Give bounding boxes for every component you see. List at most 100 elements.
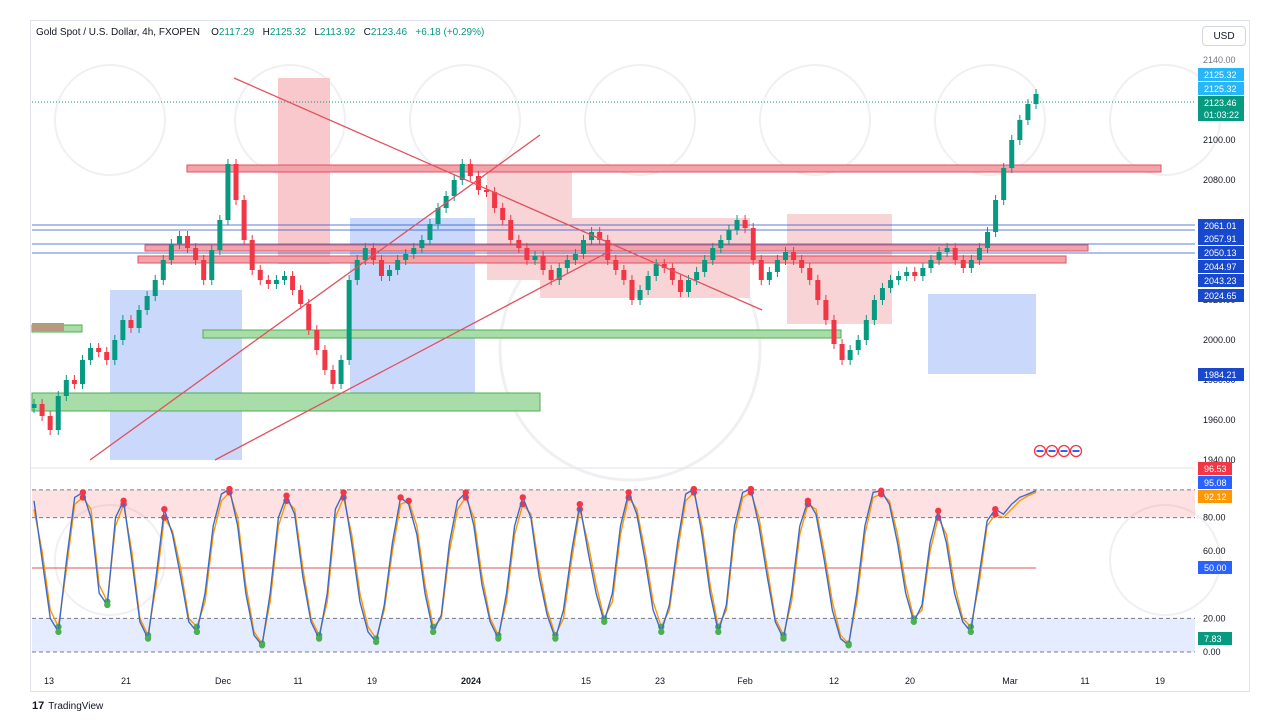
candle-body xyxy=(144,296,150,310)
watermark-ring xyxy=(409,64,521,176)
osc-peak-marker xyxy=(519,494,526,501)
time-tick-label: Feb xyxy=(737,676,753,686)
candle-body xyxy=(330,370,336,384)
candle-body xyxy=(661,264,667,268)
price-tag xyxy=(1198,219,1244,232)
osc-tick-label: 20.00 xyxy=(1203,613,1226,623)
footer: 17 TradingView xyxy=(32,700,103,712)
candle-body xyxy=(71,380,77,384)
candle-body xyxy=(112,340,118,360)
candle-body xyxy=(944,248,950,252)
time-tick-label: 19 xyxy=(1155,676,1165,686)
candle-body xyxy=(314,330,320,350)
osc-trough-marker xyxy=(315,635,323,642)
candle-body xyxy=(185,236,191,248)
candle-body xyxy=(879,288,885,300)
price-tag-label: 2050.13 xyxy=(1204,248,1237,258)
overbought-zone xyxy=(32,489,1195,518)
osc-trough-marker xyxy=(372,638,380,646)
price-tick-label: 1960.00 xyxy=(1203,415,1236,425)
osc-peak-marker xyxy=(120,497,127,504)
osc-peak-marker xyxy=(747,485,755,493)
candle-body xyxy=(702,260,708,272)
osc-value-tag-label: 95.08 xyxy=(1204,478,1227,488)
trend-line xyxy=(214,249,613,461)
candle-body xyxy=(209,250,215,280)
osc-trough-marker xyxy=(967,628,975,636)
price-tag xyxy=(1198,289,1244,302)
watermark-ring xyxy=(934,64,1046,176)
currency-button[interactable]: USD xyxy=(1202,26,1246,46)
watermark-ring xyxy=(54,504,166,616)
candle-body xyxy=(516,240,522,248)
candle-body xyxy=(750,228,756,260)
resistance-band xyxy=(137,255,1067,264)
watermark-ring xyxy=(759,64,871,176)
candle-body xyxy=(225,164,231,220)
candle-body xyxy=(556,268,562,280)
candle-body xyxy=(960,260,966,268)
candle-body xyxy=(500,208,506,220)
high-label: H xyxy=(262,27,270,38)
osc-trough-marker xyxy=(193,628,201,636)
chart-header: Gold Spot / U.S. Dollar, 4h, FXOPEN O211… xyxy=(36,27,484,38)
candle-body xyxy=(855,340,861,350)
candle-body xyxy=(758,260,764,280)
osc-value-tag xyxy=(1198,462,1232,475)
price-tag-label: 2044.97 xyxy=(1204,262,1237,272)
time-tick-label: 12 xyxy=(829,676,839,686)
watermark-ring xyxy=(1109,504,1221,616)
price-tick-label: 2000.00 xyxy=(1203,335,1236,345)
candle-body xyxy=(694,272,700,280)
candle-body xyxy=(540,256,546,270)
candle-body xyxy=(362,248,368,260)
osc-trough-marker xyxy=(910,618,918,625)
candle-body xyxy=(233,164,239,200)
candle-body xyxy=(508,220,514,240)
price-tick-label: 2080.00 xyxy=(1203,175,1236,185)
candle-body xyxy=(217,220,223,250)
candle-body xyxy=(1001,168,1007,200)
osc-trough-marker xyxy=(601,618,608,625)
candle-body xyxy=(370,248,376,260)
candle-body xyxy=(273,280,279,284)
osc-tick-label: 60.00 xyxy=(1203,546,1226,556)
candle-body xyxy=(176,236,182,244)
candle-body xyxy=(831,320,837,344)
close-label: C xyxy=(363,27,371,38)
close-value: 2123.46 xyxy=(370,27,408,38)
candle-body xyxy=(863,320,869,340)
osc-value-tag xyxy=(1198,476,1232,489)
candle-body xyxy=(168,244,174,260)
candle-body xyxy=(79,360,85,384)
watermark-ring xyxy=(54,64,166,176)
osc-value-tag-label: 7.83 xyxy=(1204,634,1222,644)
candle-body xyxy=(39,404,45,416)
candle-body xyxy=(387,270,393,276)
candle-body xyxy=(597,232,603,240)
osc-trough-marker xyxy=(715,628,722,636)
time-tick-label: 20 xyxy=(905,676,915,686)
candle-body xyxy=(120,320,126,340)
candle-body xyxy=(475,176,481,190)
candle-body xyxy=(435,208,441,224)
candle-body xyxy=(710,248,716,260)
candle-body xyxy=(742,220,748,228)
osc-trough-marker xyxy=(658,628,665,636)
candle-body xyxy=(136,310,142,328)
price-tag xyxy=(1198,96,1244,109)
price-tag xyxy=(1198,246,1244,259)
watermark-ring xyxy=(584,64,696,176)
candle-body xyxy=(354,260,360,280)
candle-body xyxy=(395,260,401,270)
candle-body xyxy=(968,260,974,268)
candle-body xyxy=(605,240,611,260)
low-value: 2113.92 xyxy=(319,27,356,38)
osc-trough-marker xyxy=(845,642,852,649)
osc-value-tag xyxy=(1198,632,1232,645)
demand-zone xyxy=(110,290,242,460)
candle-body xyxy=(653,264,659,276)
candle-body xyxy=(815,280,821,300)
osc-trough-marker xyxy=(55,628,62,636)
